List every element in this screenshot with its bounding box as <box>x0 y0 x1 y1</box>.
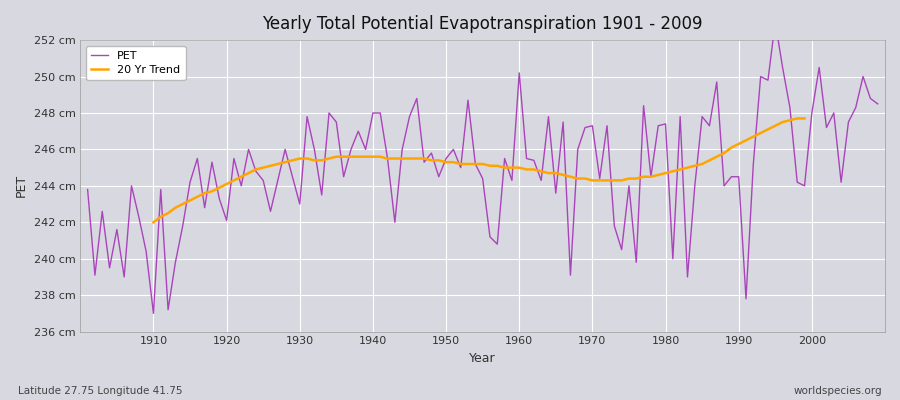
20 Yr Trend <box>792 116 803 121</box>
20 Yr Trend <box>148 220 158 225</box>
Title: Yearly Total Potential Evapotranspiration 1901 - 2009: Yearly Total Potential Evapotranspiratio… <box>263 15 703 33</box>
PET <box>140 249 151 254</box>
20 Yr Trend <box>770 123 780 128</box>
PET <box>872 102 883 106</box>
20 Yr Trend <box>704 158 715 163</box>
20 Yr Trend <box>601 178 612 183</box>
20 Yr Trend <box>236 174 247 179</box>
X-axis label: Year: Year <box>469 352 496 365</box>
Text: Latitude 27.75 Longitude 41.75: Latitude 27.75 Longitude 41.75 <box>18 386 183 396</box>
PET <box>514 70 525 75</box>
PET <box>609 224 620 228</box>
20 Yr Trend <box>689 164 700 168</box>
Text: worldspecies.org: worldspecies.org <box>794 386 882 396</box>
PET <box>148 311 158 316</box>
PET <box>309 147 320 152</box>
20 Yr Trend <box>799 116 810 121</box>
20 Yr Trend <box>346 154 356 159</box>
PET <box>770 20 780 24</box>
Y-axis label: PET: PET <box>15 174 28 198</box>
Line: 20 Yr Trend: 20 Yr Trend <box>153 118 805 222</box>
PET <box>82 187 93 192</box>
Line: PET: PET <box>87 22 878 313</box>
Legend: PET, 20 Yr Trend: PET, 20 Yr Trend <box>86 46 185 80</box>
PET <box>521 156 532 161</box>
PET <box>353 129 364 134</box>
